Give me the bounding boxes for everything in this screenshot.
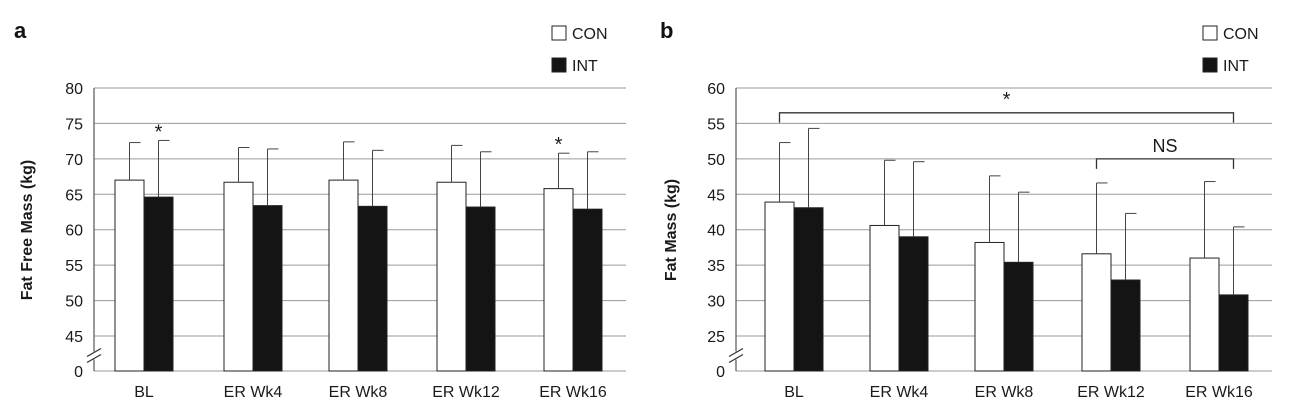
legend-swatch [551, 25, 567, 41]
bar [898, 236, 929, 372]
y-tick-label: 80 [65, 81, 83, 98]
bar [1081, 253, 1112, 372]
y-tick-label: 75 [65, 116, 83, 133]
bar [223, 181, 254, 372]
bar [1189, 257, 1220, 372]
x-tick-label: BL [784, 384, 804, 401]
x-tick-label: ER Wk8 [329, 384, 388, 401]
bar [328, 179, 359, 372]
bar [793, 207, 824, 372]
axis-break-mark [86, 347, 102, 358]
bracket-label: * [1003, 89, 1011, 111]
bar [1003, 261, 1034, 372]
bar [764, 201, 795, 372]
x-tick-label: ER Wk12 [1077, 384, 1145, 401]
bar [974, 241, 1005, 372]
x-tick-label: ER Wk12 [432, 384, 500, 401]
y-tick-label: 45 [707, 187, 725, 204]
axis-break-mark [728, 347, 744, 358]
x-tick-label: BL [134, 384, 154, 401]
legend-swatch [1202, 57, 1218, 73]
bar [357, 205, 388, 372]
y-tick-label: 0 [74, 364, 83, 381]
x-tick-label: ER Wk4 [224, 384, 283, 401]
significance-bracket [1095, 158, 1235, 169]
bar [1218, 294, 1249, 372]
x-tick-label: ER Wk16 [1185, 384, 1253, 401]
legend-label: CON [1223, 26, 1259, 43]
y-tick-label: 50 [707, 152, 725, 169]
bar [869, 224, 900, 372]
axis-break-mark [728, 353, 744, 364]
y-tick-label: 45 [65, 329, 83, 346]
significance-marker: * [155, 121, 163, 143]
panel-label: a [14, 18, 27, 43]
y-tick-label: 25 [707, 329, 725, 346]
x-tick-label: ER Wk8 [975, 384, 1034, 401]
axis-break-gap [730, 351, 742, 360]
y-tick-label: 60 [707, 81, 725, 98]
significance-marker: * [555, 134, 563, 156]
x-tick-label: ER Wk16 [539, 384, 607, 401]
y-tick-label: 40 [707, 223, 725, 240]
legend-swatch [1202, 25, 1218, 41]
y-tick-label: 30 [707, 294, 725, 311]
legend-swatch [551, 57, 567, 73]
legend-label: INT [572, 58, 598, 75]
legend-label: INT [1223, 58, 1249, 75]
bar [543, 188, 574, 372]
bar [114, 179, 145, 372]
y-tick-label: 35 [707, 258, 725, 275]
x-tick-label: ER Wk4 [870, 384, 929, 401]
y-tick-label: 65 [65, 187, 83, 204]
y-tick-label: 55 [65, 258, 83, 275]
y-tick-label: 55 [707, 116, 725, 133]
y-tick-label: 0 [716, 364, 725, 381]
y-tick-label: 60 [65, 223, 83, 240]
y-tick-label: 50 [65, 294, 83, 311]
bar [572, 208, 603, 372]
y-tick-label: 70 [65, 152, 83, 169]
bar [436, 181, 467, 372]
bar [465, 206, 496, 372]
significance-bracket [778, 112, 1235, 123]
axis-break-mark [86, 353, 102, 364]
bar [143, 196, 174, 372]
legend-label: CON [572, 26, 608, 43]
bracket-label: NS [1152, 136, 1177, 156]
axis-break-gap [88, 351, 100, 360]
bar [1110, 279, 1141, 372]
y-axis-title: Fat Mass (kg) [663, 179, 680, 281]
y-axis-title: Fat Free Mass (kg) [19, 160, 36, 300]
panel-label: b [660, 18, 673, 43]
bar [252, 205, 283, 372]
